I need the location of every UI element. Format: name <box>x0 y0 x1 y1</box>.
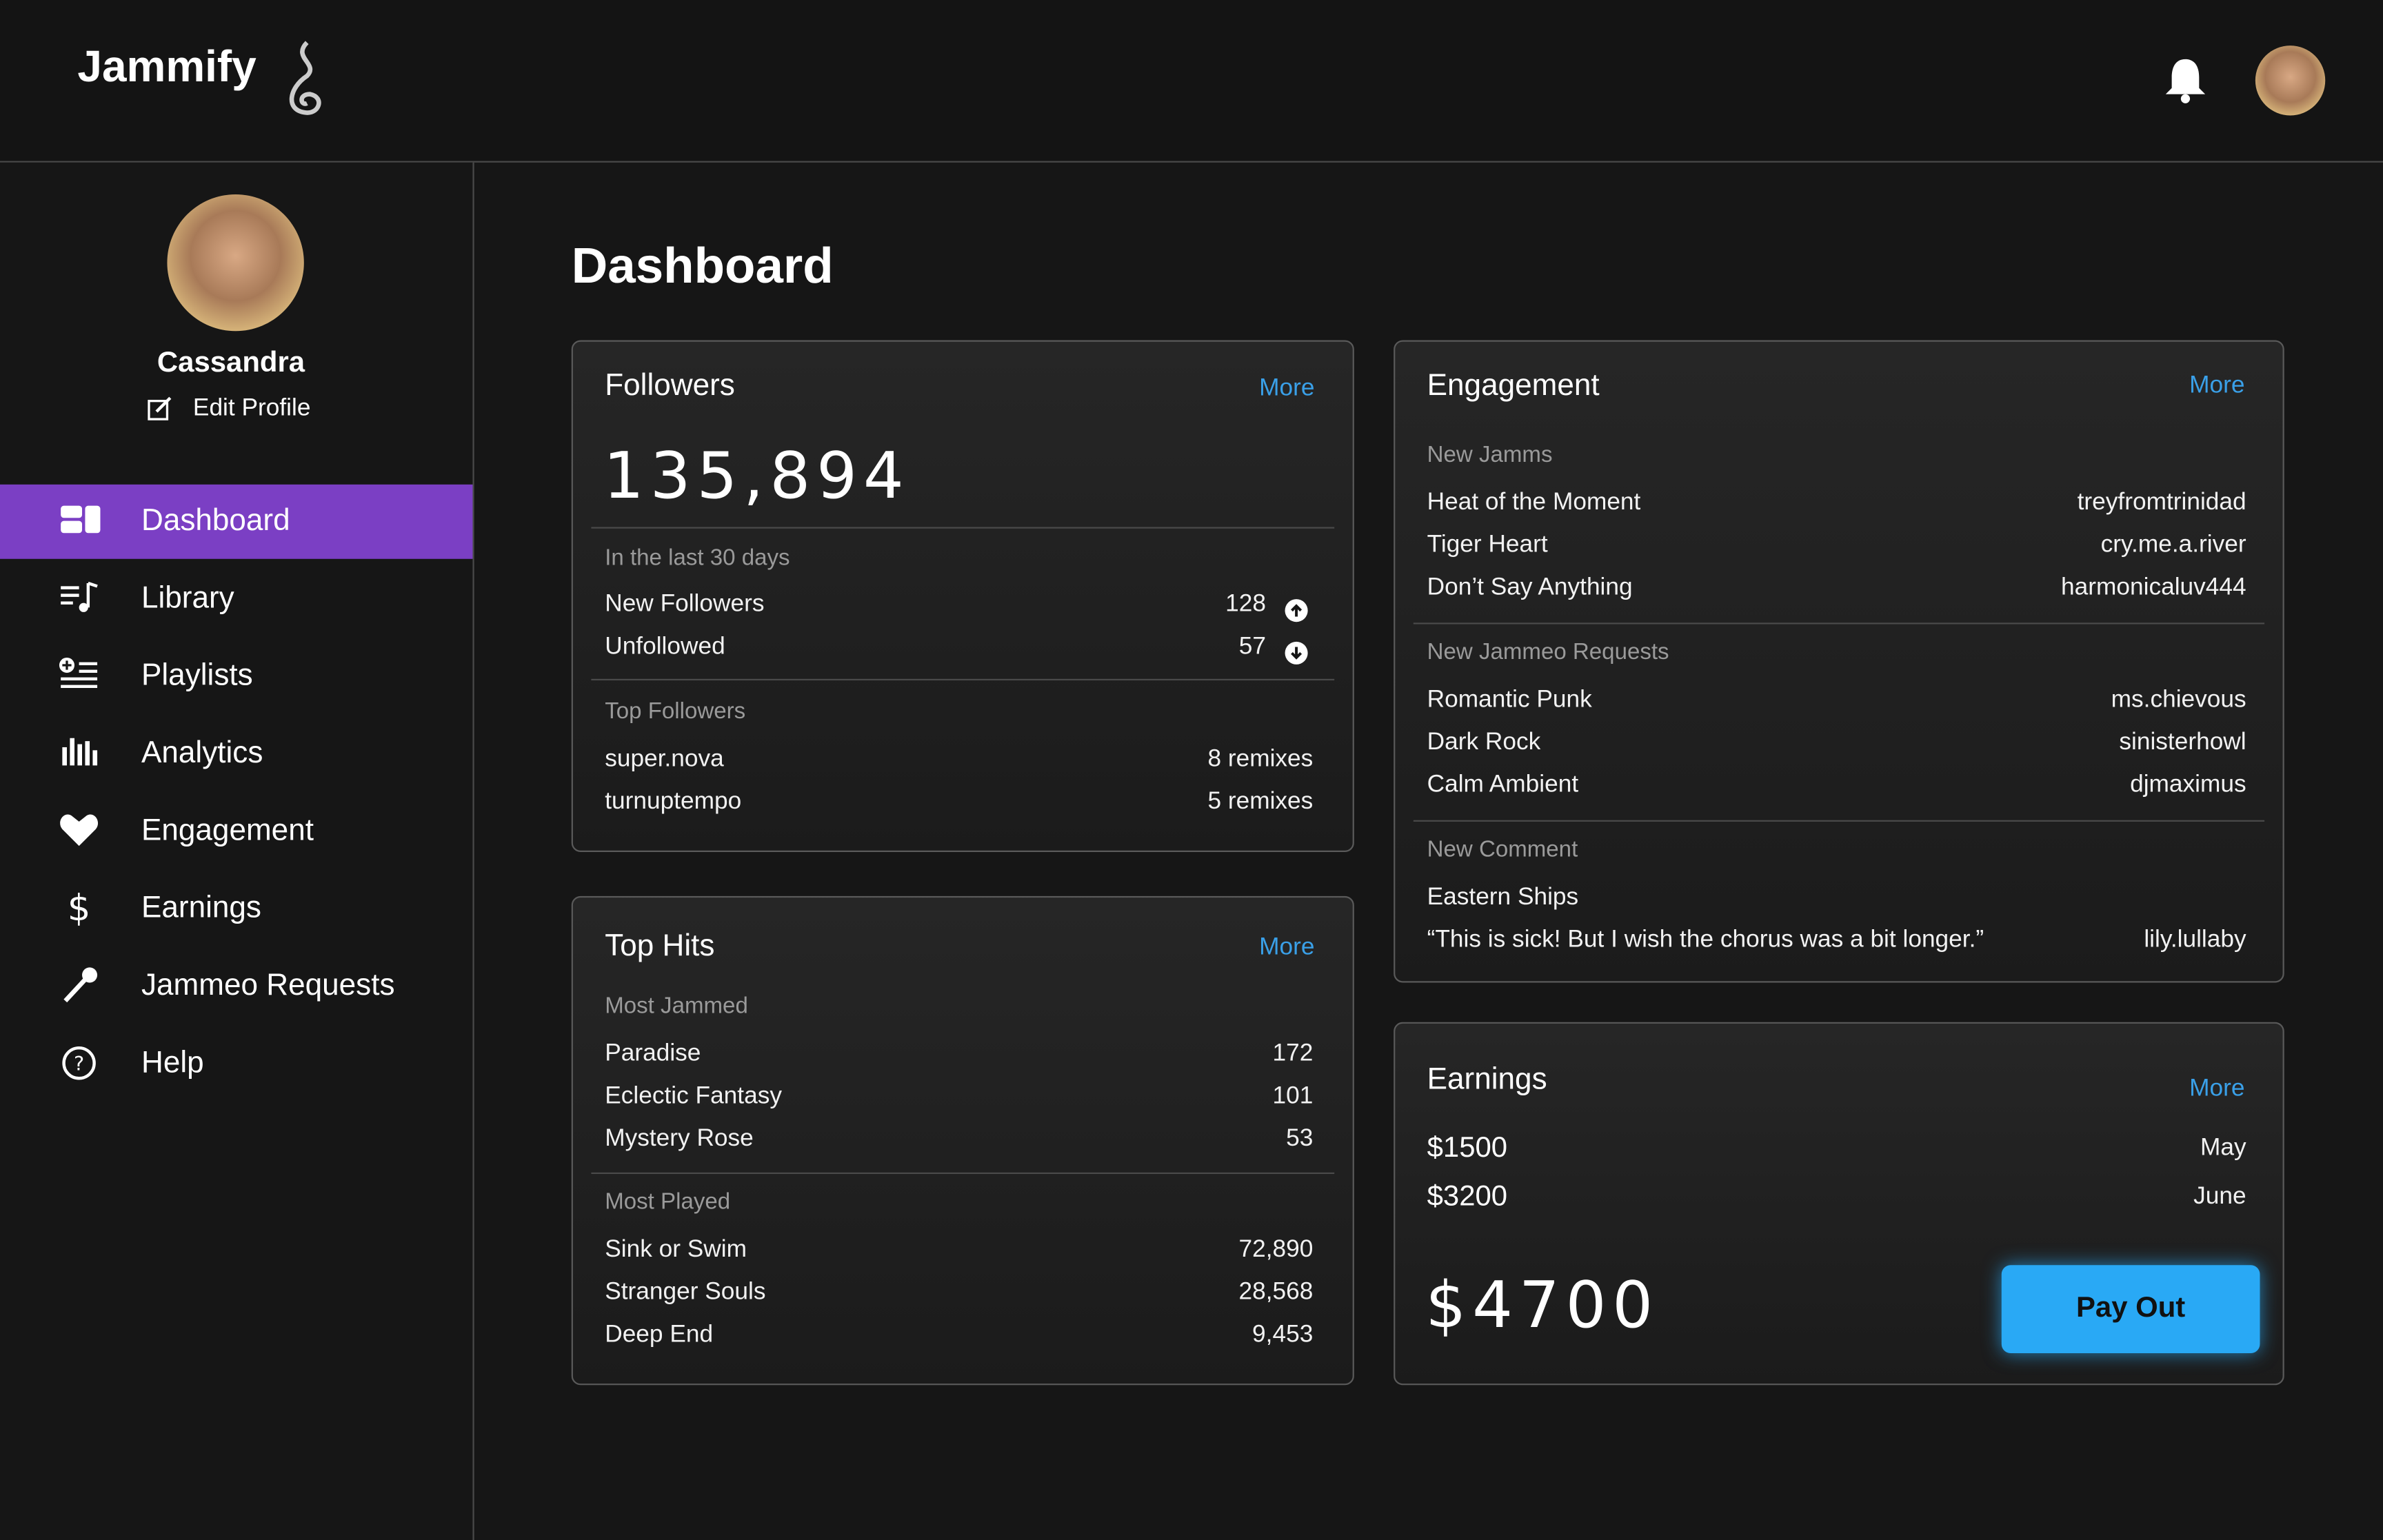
followers-card: Followers More 135,894 In the last 30 days N… <box>571 340 1354 852</box>
engagement-card: Engagement More New Jamms Heat of the Momen… <box>1394 340 2284 983</box>
row-label: Tiger Heart <box>1427 532 1548 558</box>
section-label: New Jammeo Requests <box>1427 639 1669 665</box>
nav-icon <box>58 732 103 782</box>
nav-item[interactable]: Earnings <box>141 891 261 925</box>
nav-item[interactable]: Engagement <box>141 813 314 848</box>
edit-icon[interactable] <box>146 395 174 423</box>
profile-name: Cassandra <box>157 347 305 379</box>
svg-text:?: ? <box>74 1052 84 1075</box>
bell-icon[interactable] <box>2162 57 2208 105</box>
card-title: Top Hits <box>605 929 715 963</box>
section-label: Most Jammed <box>605 993 748 1020</box>
card-title: Followers <box>605 369 735 403</box>
header-avatar[interactable] <box>2254 44 2327 117</box>
nav-icon <box>58 809 103 860</box>
row-value: 28,568 <box>1238 1279 1314 1306</box>
earning-amount: $3200 <box>1427 1181 1508 1213</box>
card-title: Engagement <box>1427 369 1600 403</box>
nav-item[interactable]: Help <box>141 1046 204 1080</box>
row-value: 53 <box>1286 1126 1314 1152</box>
more-link[interactable]: More <box>2189 1075 2245 1102</box>
divider <box>591 527 1335 529</box>
row-label: Mystery Rose <box>605 1126 754 1152</box>
earning-amount: $1500 <box>1427 1132 1508 1164</box>
nav-item[interactable]: Playlists <box>141 659 253 693</box>
more-link[interactable]: More <box>1259 376 1315 402</box>
edit-profile[interactable]: Edit Profile <box>192 395 311 422</box>
top-hits-card: Top Hits More Most Jammed Paradise 172 Eclect… <box>571 895 1354 1386</box>
section-label: New Comment <box>1427 836 1578 863</box>
section-label: In the last 30 days <box>605 545 790 571</box>
follower-total: 135,894 <box>603 438 910 514</box>
row-label: Heat of the Moment <box>1427 489 1641 516</box>
row-label: Stranger Souls <box>605 1279 766 1306</box>
divider <box>1413 820 2265 822</box>
row-label: Calm Ambient <box>1427 772 1579 798</box>
logo: Jammify <box>77 43 257 92</box>
header: Jammify <box>0 0 2383 163</box>
row-label: Romantic Punk <box>1427 687 1592 713</box>
row-value: harmonicaluv444 <box>2061 574 2246 601</box>
row-value: 128 <box>1225 591 1266 618</box>
row-label: super.nova <box>605 746 724 773</box>
nav-item[interactable]: Analytics <box>141 736 263 771</box>
row-value: cry.me.a.river <box>2100 532 2246 558</box>
row-value: 172 <box>1272 1041 1314 1067</box>
nav-item[interactable]: Library <box>141 581 234 616</box>
row-value: 8 remixes <box>1207 746 1314 773</box>
row-value: 101 <box>1272 1083 1314 1110</box>
row-label: Deep End <box>605 1321 714 1348</box>
earnings-total: $4700 <box>1425 1268 1659 1343</box>
nav-icon: ? <box>58 1042 103 1092</box>
row-label: Eclectic Fantasy <box>605 1083 782 1110</box>
earning-month: June <box>2193 1184 2246 1210</box>
section-label: New Jamms <box>1427 442 1553 468</box>
divider <box>591 1172 1335 1175</box>
row-value: sinisterhowl <box>2119 729 2246 756</box>
sidebar: Cassandra Edit Profile Dashboard Library P… <box>0 162 474 1540</box>
row-value: lily.lullaby <box>2144 926 2246 953</box>
row-value: 72,890 <box>1238 1237 1314 1263</box>
row-value: djmaximus <box>2130 772 2246 798</box>
section-label: Most Played <box>605 1189 731 1215</box>
row-label: Eastern Ships <box>1427 884 1579 911</box>
logo-swirl <box>289 41 321 115</box>
row-label: Dark Rock <box>1427 729 1541 756</box>
divider <box>591 678 1335 681</box>
nav-icon <box>58 655 103 705</box>
nav-icon <box>58 577 103 627</box>
row-label: Unfollowed <box>605 634 725 660</box>
row-label: turnuptempo <box>605 789 742 815</box>
section-label: Top Followers <box>605 698 746 725</box>
nav-icon <box>58 500 103 550</box>
row-value: 5 remixes <box>1207 789 1314 815</box>
nav-item[interactable]: Jammeo Requests <box>141 969 395 1003</box>
card-title: Earnings <box>1427 1063 1547 1097</box>
earnings-card: Earnings More $1500 May $3200 June $4700 Pay Ou… <box>1394 1022 2284 1386</box>
row-label: Paradise <box>605 1041 701 1067</box>
more-link[interactable]: More <box>2189 372 2245 399</box>
row-label: Don’t Say Anything <box>1427 574 1633 601</box>
divider <box>1413 622 2265 625</box>
row-label: “This is sick! But I wish the chorus was… <box>1427 926 1984 953</box>
page-title: Dashboard <box>571 237 834 294</box>
nav-item[interactable]: Dashboard <box>141 504 290 538</box>
row-value: treyfromtrinidad <box>2077 489 2246 516</box>
pay-out-button[interactable]: Pay Out <box>2001 1265 2260 1354</box>
profile-avatar <box>167 194 304 332</box>
nav-icon <box>58 964 103 1015</box>
row-value: 9,453 <box>1252 1321 1314 1348</box>
svg-text:$: $ <box>68 887 91 929</box>
more-link[interactable]: More <box>1259 934 1315 961</box>
earning-month: May <box>2200 1135 2246 1162</box>
row-value: 57 <box>1238 634 1266 660</box>
row-value: ms.chievous <box>2111 687 2246 713</box>
row-label: New Followers <box>605 591 765 618</box>
up-arrow-icon <box>1284 598 1308 630</box>
row-label: Sink or Swim <box>605 1237 747 1263</box>
down-arrow-icon <box>1284 641 1308 673</box>
nav-icon: $ <box>58 887 103 938</box>
